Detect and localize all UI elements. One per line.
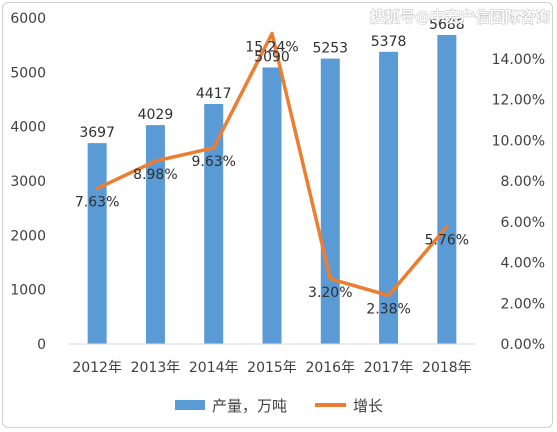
- bar-6: [437, 34, 457, 345]
- line-label-0: 7.63%: [75, 195, 119, 211]
- x-tick-label: 2017年: [364, 360, 414, 376]
- bar-label-3: 5090: [254, 49, 290, 65]
- line-label-6: 5.76%: [425, 233, 469, 249]
- legend-bar-swatch: [175, 400, 205, 410]
- bar-label-2: 4417: [196, 86, 232, 102]
- bar-label-5: 5378: [371, 34, 407, 50]
- x-tick-label: 2018年: [422, 360, 472, 376]
- bar-1: [145, 125, 165, 344]
- x-tick-label: 2014年: [189, 360, 239, 376]
- x-tick-label: 2016年: [305, 360, 355, 376]
- legend-line-label: 增长: [353, 397, 383, 415]
- bar-label-4: 5253: [312, 41, 348, 57]
- y-right-tick: 0.00%: [501, 337, 545, 353]
- y-left-tick: 5000: [10, 65, 46, 81]
- y-left-tick: 4000: [10, 120, 46, 136]
- y-right-tick: 6.00%: [501, 215, 545, 231]
- bar-label-6: 5688: [429, 17, 465, 33]
- y-right-tick: 10.00%: [492, 133, 545, 149]
- line-label-5: 2.38%: [366, 302, 410, 318]
- y-left-tick: 2000: [10, 228, 46, 244]
- x-tick-label: 2015年: [247, 360, 297, 376]
- x-tick-label: 2012年: [72, 360, 122, 376]
- line-label-2: 9.63%: [191, 154, 235, 170]
- y-left-tick: 0: [37, 337, 46, 353]
- legend-bar-label: 产量，万吨: [212, 397, 287, 415]
- y-right-tick: 14.00%: [492, 52, 545, 68]
- bar-5: [379, 51, 399, 344]
- y-right-tick: 2.00%: [501, 296, 545, 312]
- bar-2: [204, 104, 224, 344]
- y-left-tick: 3000: [10, 174, 46, 190]
- bar-3: [262, 67, 282, 345]
- x-tick-label: 2013年: [131, 360, 181, 376]
- bar-label-0: 3697: [79, 125, 115, 141]
- y-right-tick: 12.00%: [492, 93, 545, 109]
- y-left-tick: 6000: [10, 11, 46, 27]
- line-label-4: 3.20%: [308, 285, 352, 301]
- chart-frame: [2, 2, 553, 428]
- line-label-3: 15.24%: [245, 39, 298, 55]
- watermark-text: 搜狐号@中宏产信国际咨询: [370, 8, 550, 26]
- line-label-1: 8.98%: [133, 167, 177, 183]
- bar-0: [87, 143, 107, 344]
- y-left-tick: 1000: [10, 283, 46, 299]
- y-right-tick: 4.00%: [501, 256, 545, 272]
- bar-label-1: 4029: [138, 107, 174, 123]
- y-right-tick: 8.00%: [501, 174, 545, 190]
- bar-4: [320, 58, 340, 344]
